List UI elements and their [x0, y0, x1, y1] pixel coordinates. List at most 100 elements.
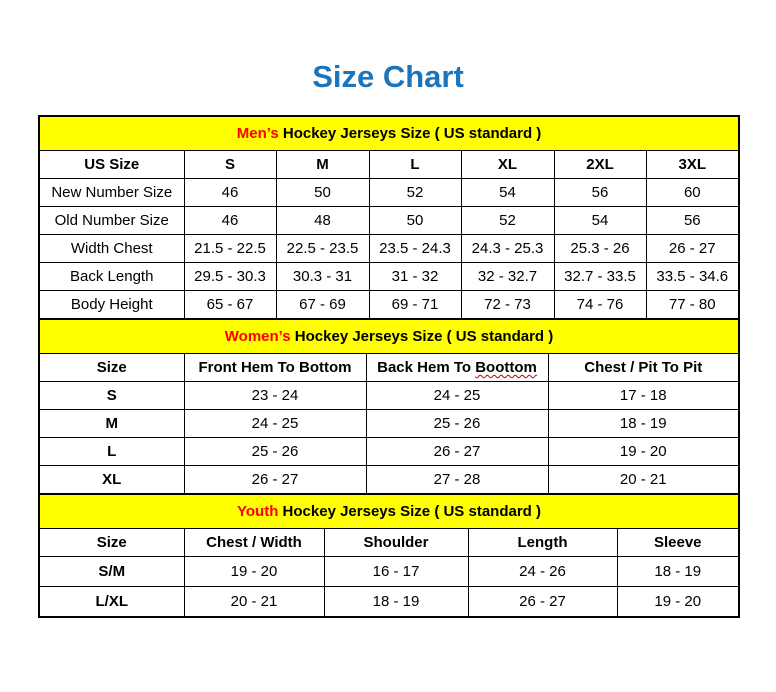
mens-header-row: US Size S M L XL 2XL 3XL [38, 150, 740, 180]
cell-value: 18 - 19 [323, 586, 469, 618]
cell-value: 24.3 - 25.3 [460, 234, 555, 264]
cell-value: 54 [460, 178, 555, 208]
row-label: Old Number Size [38, 206, 185, 236]
cell-value: 52 [460, 206, 555, 236]
cell-value: 32.7 - 33.5 [553, 262, 647, 292]
cell-value: 52 [368, 178, 462, 208]
misspelled-word: Boottom [475, 359, 537, 377]
cell-value: 77 - 80 [645, 290, 740, 320]
cell-value: 72 - 73 [460, 290, 555, 320]
cell-value: 26 - 27 [183, 465, 367, 495]
table-row: S 23 - 24 24 - 25 17 - 18 [38, 381, 740, 411]
cell-value: 30.3 - 31 [275, 262, 370, 292]
cell-value: 18 - 19 [616, 556, 740, 588]
cell-value: 56 [553, 178, 647, 208]
cell-value: 48 [275, 206, 370, 236]
row-label: S/M [38, 556, 185, 588]
table-row: L 25 - 26 26 - 27 19 - 20 [38, 437, 740, 467]
mens-size-table: Men’s Hockey Jerseys Size ( US standard … [38, 115, 741, 321]
cell-value: 65 - 67 [183, 290, 277, 320]
row-label: L [38, 437, 185, 467]
cell-value: 26 - 27 [365, 437, 549, 467]
table-row: New Number Size 46 50 52 54 56 60 [38, 178, 740, 208]
youth-col-chest-width: Chest / Width [183, 528, 325, 558]
mens-col-m: M [275, 150, 370, 180]
table-row: L/XL 20 - 21 18 - 19 26 - 27 19 - 20 [38, 586, 740, 618]
table-row: Width Chest 21.5 - 22.5 22.5 - 23.5 23.5… [38, 234, 740, 264]
cell-value: 19 - 20 [616, 586, 740, 618]
youth-banner-highlight: Youth [237, 503, 279, 521]
cell-value: 17 - 18 [547, 381, 740, 411]
cell-value: 27 - 28 [365, 465, 549, 495]
cell-value: 20 - 21 [547, 465, 740, 495]
womens-size-table: Women’s Hockey Jerseys Size ( US standar… [38, 318, 741, 496]
mens-section-banner: Men’s Hockey Jerseys Size ( US standard … [38, 115, 740, 152]
womens-banner-highlight: Women’s [224, 328, 291, 346]
cell-value: 69 - 71 [368, 290, 462, 320]
womens-col-front-hem: Front Hem To Bottom [183, 353, 367, 383]
youth-band-row: Youth Hockey Jerseys Size ( US standard … [38, 493, 740, 530]
table-row: M 24 - 25 25 - 26 18 - 19 [38, 409, 740, 439]
youth-col-shoulder: Shoulder [323, 528, 469, 558]
cell-value: 19 - 20 [547, 437, 740, 467]
youth-col-sleeve: Sleeve [616, 528, 740, 558]
cell-value: 21.5 - 22.5 [183, 234, 277, 264]
cell-value: 24 - 26 [467, 556, 618, 588]
cell-value: 56 [645, 206, 740, 236]
cell-value: 19 - 20 [183, 556, 325, 588]
row-label: M [38, 409, 185, 439]
cell-value: 33.5 - 34.6 [645, 262, 740, 292]
row-label: Body Height [38, 290, 185, 320]
cell-value: 25.3 - 26 [553, 234, 647, 264]
table-row: XL 26 - 27 27 - 28 20 - 21 [38, 465, 740, 495]
youth-col-length: Length [467, 528, 618, 558]
row-label: New Number Size [38, 178, 185, 208]
cell-value: 16 - 17 [323, 556, 469, 588]
cell-value: 20 - 21 [183, 586, 325, 618]
youth-section-banner: Youth Hockey Jerseys Size ( US standard … [38, 493, 740, 530]
youth-banner-rest: Hockey Jerseys Size ( US standard ) [278, 503, 541, 521]
mens-col-s: S [183, 150, 277, 180]
cell-value: 67 - 69 [275, 290, 370, 320]
table-row: Body Height 65 - 67 67 - 69 69 - 71 72 -… [38, 290, 740, 320]
youth-col-size: Size [38, 528, 185, 558]
womens-section-banner: Women’s Hockey Jerseys Size ( US standar… [38, 318, 740, 355]
mens-banner-rest: Hockey Jerseys Size ( US standard ) [278, 125, 542, 143]
mens-col-l: L [368, 150, 462, 180]
back-hem-prefix: Back Hem To [377, 359, 476, 377]
row-label: Back Length [38, 262, 185, 292]
womens-header-row: Size Front Hem To Bottom Back Hem To Boo… [38, 353, 740, 383]
cell-value: 50 [275, 178, 370, 208]
page-title: Size Chart [312, 59, 464, 94]
table-row: S/M 19 - 20 16 - 17 24 - 26 18 - 19 [38, 556, 740, 588]
table-row: Old Number Size 46 48 50 52 54 56 [38, 206, 740, 236]
cell-value: 23.5 - 24.3 [368, 234, 462, 264]
cell-value: 50 [368, 206, 462, 236]
mens-col-2xl: 2XL [553, 150, 647, 180]
cell-value: 31 - 32 [368, 262, 462, 292]
cell-value: 29.5 - 30.3 [183, 262, 277, 292]
cell-value: 46 [183, 178, 277, 208]
cell-value: 25 - 26 [183, 437, 367, 467]
youth-header-row: Size Chest / Width Shoulder Length Sleev… [38, 528, 740, 558]
mens-col-us-size: US Size [38, 150, 185, 180]
cell-value: 46 [183, 206, 277, 236]
cell-value: 18 - 19 [547, 409, 740, 439]
table-row: Back Length 29.5 - 30.3 30.3 - 31 31 - 3… [38, 262, 740, 292]
size-chart: Men’s Hockey Jerseys Size ( US standard … [38, 115, 741, 619]
cell-value: 23 - 24 [183, 381, 367, 411]
mens-banner-highlight: Men’s [236, 125, 279, 143]
cell-value: 32 - 32.7 [460, 262, 555, 292]
youth-size-table: Youth Hockey Jerseys Size ( US standard … [38, 493, 740, 619]
cell-value: 26 - 27 [645, 234, 740, 264]
mens-col-3xl: 3XL [645, 150, 740, 180]
cell-value: 24 - 25 [183, 409, 367, 439]
row-label: S [38, 381, 185, 411]
row-label: L/XL [38, 586, 185, 618]
womens-col-back-hem: Back Hem To Boottom [365, 353, 549, 383]
cell-value: 25 - 26 [365, 409, 549, 439]
cell-value: 26 - 27 [467, 586, 618, 618]
womens-band-row: Women’s Hockey Jerseys Size ( US standar… [38, 318, 740, 355]
mens-band-row: Men’s Hockey Jerseys Size ( US standard … [38, 115, 740, 152]
womens-col-size: Size [38, 353, 185, 383]
